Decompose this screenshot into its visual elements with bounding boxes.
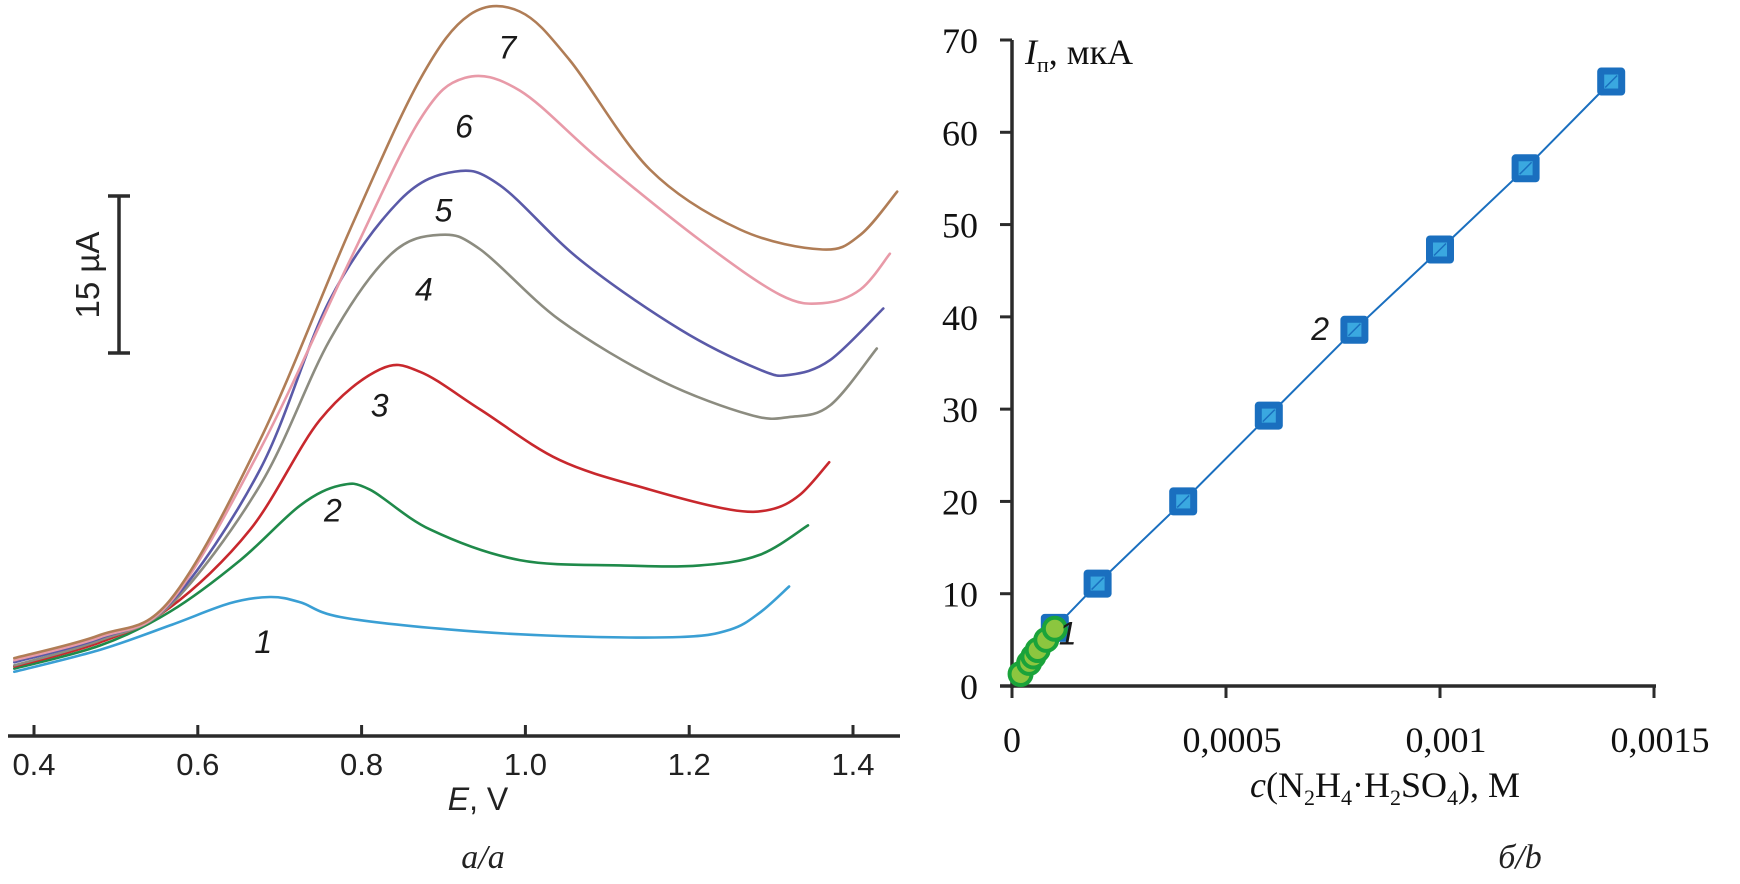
- x-axis-title-subscript: 4: [1447, 785, 1458, 810]
- series-1-marker: [1041, 615, 1068, 642]
- x-axis-ticks: 0 0,0005 0,001 0,0015: [1003, 686, 1710, 760]
- x-axis-title-variable: E: [448, 781, 470, 817]
- x-tick-label: 0: [1003, 720, 1021, 760]
- x-tick-label: 0.8: [340, 747, 383, 782]
- voltammogram-curves: [13, 4, 899, 674]
- voltammogram-curve-1: [13, 585, 791, 674]
- y-tick-label: 40: [942, 298, 978, 338]
- curve-label-5: 5: [435, 193, 453, 229]
- x-axis-title-part: ·H: [1352, 765, 1390, 805]
- curve-label-3: 3: [371, 387, 389, 423]
- x-axis-title-variable: c: [1250, 765, 1266, 805]
- series-2-marker: [1597, 67, 1626, 96]
- x-axis-title-part: H: [1315, 765, 1341, 805]
- x-tick-label: 1.0: [504, 747, 547, 782]
- scale-bar: 15 µA: [69, 194, 130, 355]
- x-tick-label: 1.4: [831, 747, 874, 782]
- curve-label-2: 2: [323, 493, 342, 529]
- panel-a-voltammograms: 1 2 3 4 5 6 7 0.4 0.6 0.8 1.0 1.2 1.4 15 µA E, V a/…: [8, 4, 900, 876]
- y-axis-title: Iп, мкА: [1024, 32, 1133, 77]
- series-2-marker: [1340, 315, 1369, 344]
- panel-a-caption: a/a: [461, 839, 504, 876]
- x-tick-label: 0.6: [176, 747, 219, 782]
- series-2-marker: [1169, 487, 1198, 516]
- series-1: [1007, 615, 1068, 688]
- x-axis-title-subscript: 4: [1341, 785, 1352, 810]
- y-tick-label: 0: [960, 667, 978, 707]
- x-axis-title: c(N2H4·H2SO4), М: [1250, 765, 1520, 810]
- x-tick-label: 1.2: [668, 747, 711, 782]
- curve-label-7: 7: [498, 29, 517, 65]
- voltammogram-curve-3: [13, 363, 831, 668]
- series-label-1: 1: [1059, 615, 1077, 651]
- y-axis-title-unit: , мкА: [1049, 32, 1133, 72]
- curve-label-4: 4: [415, 271, 433, 307]
- x-axis-ticks: 0.4 0.6 0.8 1.0 1.2 1.4: [12, 725, 875, 782]
- voltammogram-curve-5: [13, 169, 885, 664]
- series-2-marker: [1254, 401, 1283, 430]
- x-tick-label: 0.4: [12, 747, 55, 782]
- series-2-line: [1054, 80, 1612, 629]
- y-tick-label: 20: [942, 482, 978, 522]
- series-2-marker: [1426, 235, 1454, 264]
- voltammogram-curve-6: [13, 74, 892, 662]
- x-tick-label: 0,0015: [1611, 720, 1710, 760]
- calibration-series: [1007, 67, 1626, 688]
- series-labels: 21: [1059, 311, 1330, 652]
- x-axis-title-subscript: 2: [1390, 785, 1401, 810]
- x-tick-label: 0,0005: [1183, 720, 1282, 760]
- y-axis-ticks: 0 10 20 30 40 50 60 70: [942, 21, 1012, 707]
- series-2-marker: [1511, 154, 1540, 183]
- x-tick-label: 0,001: [1406, 720, 1487, 760]
- series-2-marker: [1083, 569, 1112, 598]
- y-axis-title-subscript: п: [1037, 52, 1049, 77]
- series-2: [1040, 67, 1626, 642]
- curve-labels: 1 2 3 4 5 6 7: [254, 29, 517, 660]
- y-tick-label: 60: [942, 113, 978, 153]
- y-tick-label: 10: [942, 575, 978, 615]
- series-label-2: 2: [1310, 311, 1329, 347]
- curve-label-6: 6: [455, 108, 473, 144]
- voltammogram-curve-2: [13, 482, 810, 670]
- x-axis-title-part: (N: [1266, 765, 1304, 805]
- y-axis-title-variable: I: [1024, 32, 1039, 72]
- x-axis-title-part: ), М: [1458, 765, 1520, 805]
- curve-label-1: 1: [254, 624, 272, 660]
- y-tick-label: 70: [942, 21, 978, 61]
- x-axis-title-unit: , V: [469, 781, 509, 817]
- x-axis-title-part: SO: [1401, 765, 1447, 805]
- x-axis-title-subscript: 2: [1304, 785, 1315, 810]
- y-tick-label: 50: [942, 206, 978, 246]
- scale-bar-label: 15 µA: [69, 232, 106, 319]
- panel-b-caption: б/b: [1498, 839, 1542, 876]
- voltammogram-curve-7: [13, 4, 899, 660]
- x-axis-title: E, V: [448, 781, 509, 817]
- y-tick-label: 30: [942, 390, 978, 430]
- voltammogram-curve-4: [13, 233, 879, 667]
